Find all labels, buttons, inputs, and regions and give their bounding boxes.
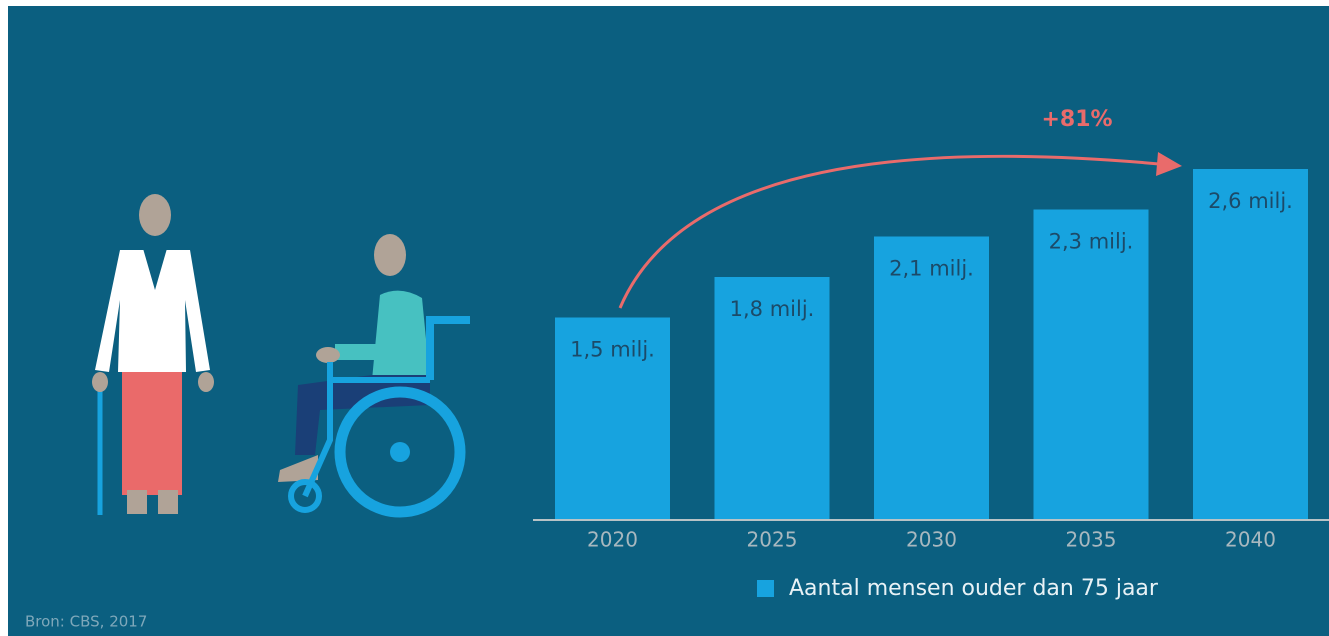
x-tick-label: 2035 (1066, 528, 1117, 552)
bar (714, 277, 830, 520)
arrow-head (1156, 152, 1182, 176)
value-label: 2,1 milj. (889, 257, 974, 281)
legend-swatch (757, 580, 774, 597)
bar (1033, 209, 1149, 520)
x-tick-label: 2040 (1225, 528, 1276, 552)
bar (1193, 169, 1308, 520)
annotation: +81% (1041, 107, 1112, 132)
x-tick-label: 2025 (747, 528, 798, 552)
legend-label: Aantal mensen ouder dan 75 jaar (789, 576, 1159, 601)
wheelchair-figure (278, 234, 470, 518)
value-label: 1,8 milj. (730, 297, 815, 321)
standing-figure (92, 194, 214, 515)
source: Bron: CBS, 2017 (25, 613, 147, 631)
x-tick-label: 2030 (906, 528, 957, 552)
x-tick-label: 2020 (587, 528, 638, 552)
value-label: 2,6 milj. (1208, 189, 1293, 213)
bar (555, 317, 670, 520)
growth-arrow (618, 154, 1171, 309)
value-label: 2,3 milj. (1049, 230, 1134, 254)
bar (874, 236, 989, 520)
value-label: 1,5 milj. (570, 338, 655, 362)
